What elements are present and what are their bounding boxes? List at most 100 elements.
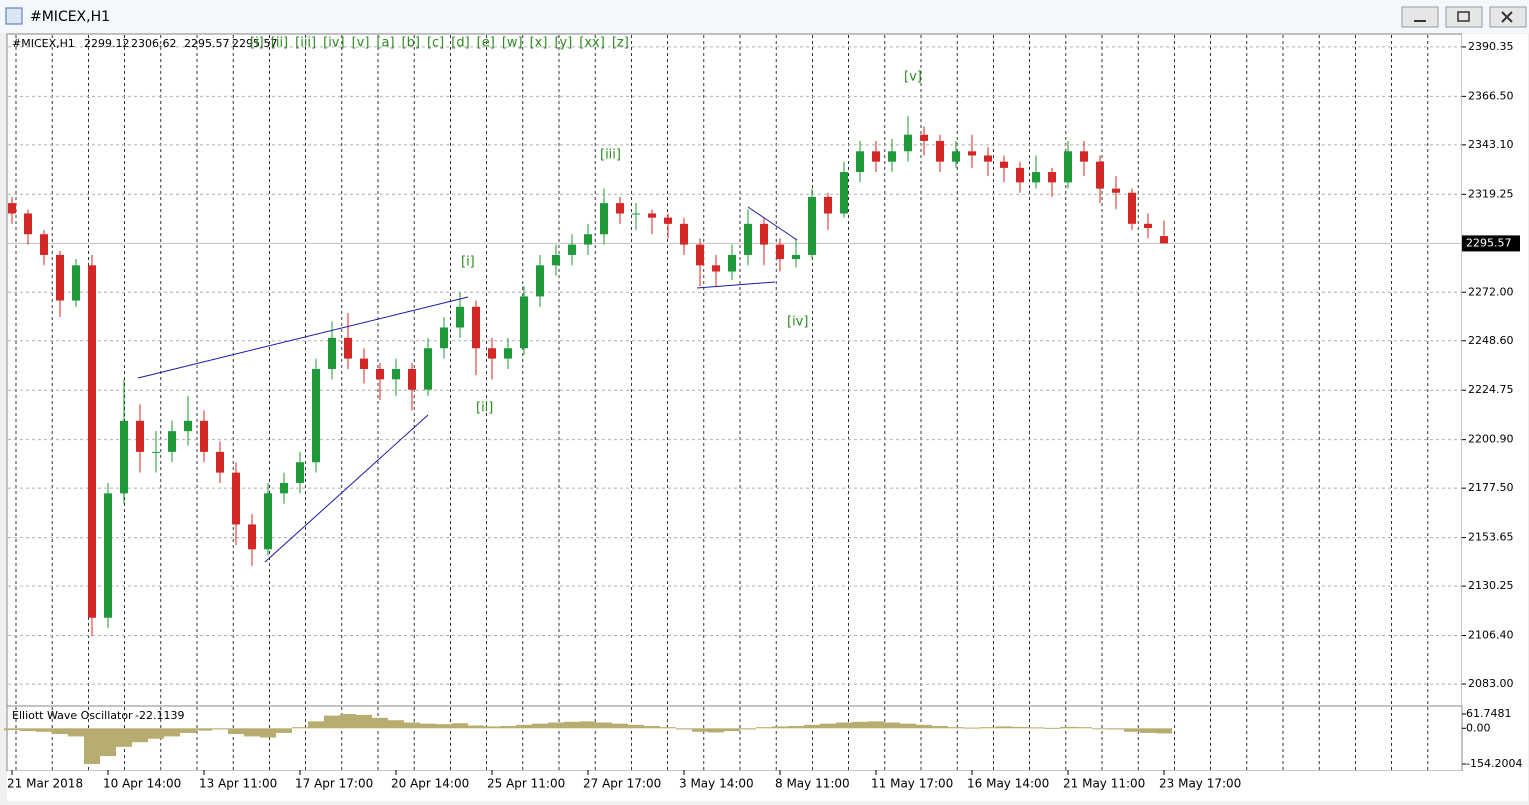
minimize-button[interactable] [1401,6,1439,28]
candle-body [264,493,272,550]
oscillator-bar [244,728,260,737]
wave-button[interactable]: [a] [376,36,394,51]
x-tick-label: 23 May 17:00 [1159,777,1241,791]
oscillator-bar [772,726,788,729]
oscillator-bar [356,714,372,729]
current-price-box [1462,235,1520,252]
oscillator-bar [548,722,564,729]
candle-body [1064,151,1072,183]
maximize-button[interactable] [1445,6,1483,28]
x-tick-label: 3 May 14:00 [679,777,754,791]
symbol-label: #MICEX,H1 [12,37,75,50]
oscillator-bar [4,728,20,731]
wave-button[interactable]: [i] [250,36,264,51]
oscillator-bar [1012,726,1028,729]
wave-button[interactable]: [w] [502,36,523,51]
oscillator-bar [836,722,852,729]
oscillator-bar [964,727,980,729]
y-tick-label: 2319.25 [1468,187,1514,200]
oscillator-bar [724,728,740,732]
x-tick-label: 11 May 17:00 [871,777,953,791]
y-tick-label: -154.2004 [1466,757,1522,770]
wave-button[interactable]: [iv] [323,36,344,51]
candle-body [920,134,928,141]
oscillator-bar [260,728,276,738]
candle-body [408,368,416,390]
wave-button[interactable]: [v] [352,36,370,51]
oscillator-bar [628,724,644,729]
candle-body [1112,188,1120,193]
candle-body [488,348,496,359]
candle-body [568,244,576,255]
candle-body [232,472,240,525]
wedge-upper-line [137,296,469,379]
y-tick-label: 2177.50 [1468,481,1514,494]
candle-body [280,482,288,494]
oscillator-bar [596,722,612,729]
wave-button[interactable]: [e] [477,36,495,51]
wave-button[interactable]: [xx] [579,36,605,51]
oscillator-bar [868,721,884,729]
candle-body [40,234,48,255]
y-tick-label: 2083.00 [1468,677,1514,690]
wave-button[interactable]: [x] [530,36,548,51]
wave-button[interactable]: [z] [612,36,629,51]
x-tick-label: 8 May 11:00 [775,777,850,791]
oscillator-bar [916,724,932,729]
oscillator-bar [212,728,228,730]
x-tick-label: 13 Apr 11:00 [199,777,277,791]
oscillator-bar [20,728,36,732]
wave-button[interactable]: [b] [402,36,420,51]
candle-body [584,234,592,245]
oscillator-bar [84,728,100,764]
oscillator-bar [228,728,244,735]
price-axis [1462,34,1528,771]
oscillator-bar [484,726,500,729]
oscillator-bar [676,728,692,730]
candle-body [88,265,96,618]
wave-button[interactable]: [d] [451,36,469,51]
candle-body [936,140,944,162]
candle-body [56,254,64,301]
y-tick-label: 2248.60 [1468,334,1514,347]
x-tick-label: 27 Apr 17:00 [583,777,661,791]
candle-body [808,196,816,255]
oscillator-bar [516,724,532,729]
candle-body [392,368,400,380]
oscillator-bar [1092,728,1108,730]
candle-body [664,217,672,224]
oscillator-bar [820,723,836,729]
oscillator-bar [580,721,596,729]
candle-body [248,524,256,550]
wave-button[interactable]: [y] [554,36,572,51]
time-axis [7,771,1528,801]
overlay: #MICEX,H1 2299.12 2306.62 2295.57 2295.5… [7,37,1522,791]
header-open: 2299.12 [84,37,130,50]
wave-button[interactable]: [iii] [295,36,316,51]
oscillator-bar [708,728,724,733]
candle-body [216,451,224,473]
candle-body [168,431,176,452]
triangle-upper-line [747,206,798,241]
trend-lines [137,206,798,563]
maximize-glyph [1457,11,1470,22]
wave-button[interactable]: [c] [427,36,444,51]
oscillator-bar [1156,728,1172,734]
close-glyph [1501,11,1513,23]
oscillator-bar [292,727,308,729]
oscillator-bar [116,728,132,747]
y-tick-label: 2130.25 [1468,579,1514,592]
wedge-lower-line [264,414,429,563]
oscillator-bar [564,721,580,729]
grid [8,35,1462,775]
y-tick-label: 2272.00 [1468,285,1514,298]
x-tick-label: 21 Mar 2018 [7,777,83,791]
candle-body [856,151,864,173]
x-tick-label: 25 Apr 11:00 [487,777,565,791]
x-tick-label: 20 Apr 14:00 [391,777,469,791]
title-bar [0,0,1529,33]
wave-button[interactable]: [ii] [271,36,288,51]
window-title: #MICEX,H1 [30,9,110,25]
